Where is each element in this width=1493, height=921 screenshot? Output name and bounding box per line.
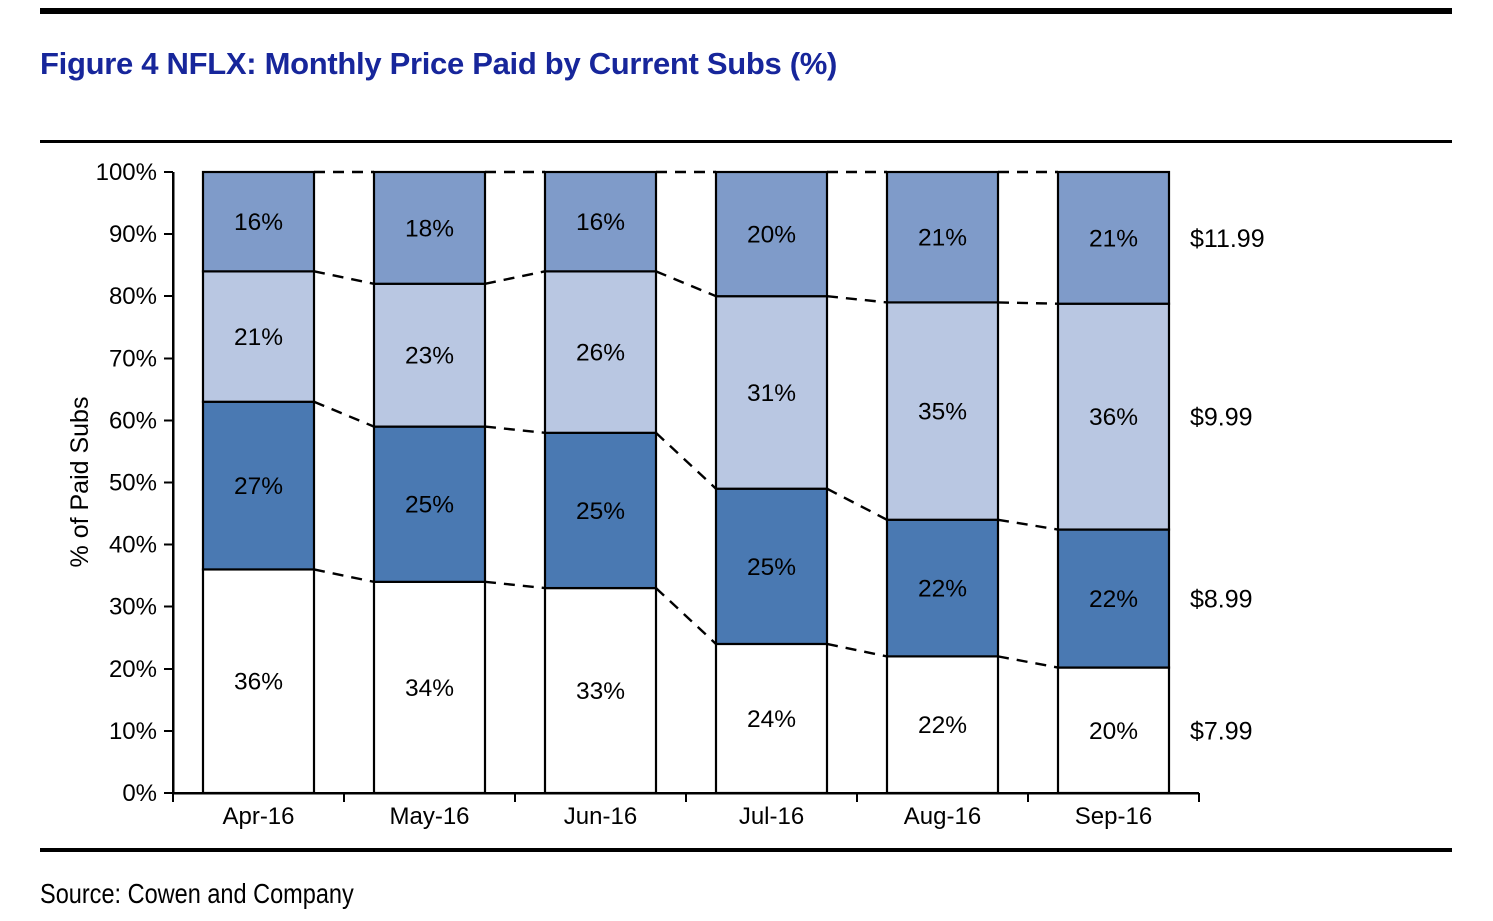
x-category-label: Jul-16 — [739, 803, 804, 830]
x-category-label: Sep-16 — [1075, 803, 1152, 830]
price-tier-label: $11.99 — [1190, 225, 1265, 253]
x-category-label: Aug-16 — [904, 803, 981, 830]
y-tick-label: 40% — [109, 532, 157, 559]
title-divider — [40, 140, 1452, 143]
y-axis-title: % of Paid Subs — [66, 397, 94, 568]
bar-segment-label: 25% — [576, 498, 625, 525]
bar-segment-label: 21% — [918, 225, 967, 252]
bar-segment-Jun-16-$11.99 — [543, 170, 658, 273]
bar-segment-label: 36% — [1089, 404, 1138, 431]
bar-segment-May-16-$9.99 — [372, 282, 487, 428]
segment-connector-dashed-line — [655, 270, 717, 298]
y-tick-label: 20% — [109, 656, 157, 683]
segment-connector-dashed-line — [826, 295, 888, 304]
segment-connector-dashed-line — [655, 587, 717, 645]
bottom-divider — [40, 848, 1452, 852]
segment-connector-dashed-line — [997, 655, 1059, 669]
bar-segment-Sep-16-$11.99 — [1056, 170, 1171, 305]
figure-title: Figure 4 NFLX: Monthly Price Paid by Cur… — [40, 46, 838, 81]
y-tick-label: 30% — [109, 594, 157, 621]
bar-segment-Sep-16-$9.99 — [1056, 302, 1171, 531]
segment-connector-dashed-line — [484, 270, 546, 285]
bar-segment-Aug-16-$7.99 — [885, 655, 1000, 795]
y-tick-label: 70% — [109, 345, 157, 372]
bar-segment-Aug-16-$9.99 — [885, 301, 1000, 521]
y-tick-label: 0% — [122, 780, 157, 807]
bar-segment-Sep-16-$7.99 — [1056, 666, 1171, 795]
bar-segment-Apr-16-$11.99 — [201, 170, 316, 273]
bar-segment-label: 24% — [747, 706, 796, 733]
bar-segment-May-16-$11.99 — [372, 170, 487, 285]
x-category-label: Apr-16 — [222, 803, 294, 830]
bar-segment-Aug-16-$8.99 — [885, 518, 1000, 658]
bar-segment-Jul-16-$9.99 — [714, 295, 829, 490]
bar-segment-Jun-16-$8.99 — [543, 431, 658, 590]
x-category-label: Jun-16 — [564, 803, 637, 830]
y-tick-label: 50% — [109, 470, 157, 497]
bar-segment-label: 20% — [747, 222, 796, 249]
segment-connector-dashed-line — [313, 568, 375, 584]
bar-segment-Jun-16-$9.99 — [543, 270, 658, 434]
y-tick-label: 60% — [109, 407, 157, 434]
bar-segment-label: 20% — [1089, 718, 1138, 745]
bar-segment-label: 25% — [405, 492, 454, 519]
bar-segment-label: 36% — [234, 669, 283, 696]
bar-segment-Jul-16-$11.99 — [714, 170, 829, 298]
price-tier-label: $7.99 — [1190, 717, 1253, 745]
y-tick-label: 100% — [96, 159, 157, 186]
bar-segment-label: 21% — [1089, 225, 1138, 252]
bar-segment-label: 26% — [576, 340, 625, 367]
y-tick-label: 10% — [109, 718, 157, 745]
source-note: Source: Cowen and Company — [40, 878, 354, 909]
segment-connector-dashed-line — [826, 487, 888, 521]
segment-connector-dashed-line — [826, 642, 888, 658]
bar-segment-Jul-16-$8.99 — [714, 487, 829, 646]
x-category-label: May-16 — [389, 803, 469, 830]
segment-connector-dashed-line — [484, 425, 546, 435]
bar-segment-label: 22% — [918, 712, 967, 739]
bar-segment-May-16-$8.99 — [372, 425, 487, 583]
bar-segment-label: 33% — [576, 678, 625, 705]
bar-segment-label: 22% — [918, 576, 967, 603]
segment-connector-dashed-line — [997, 301, 1059, 305]
bar-segment-Jul-16-$7.99 — [714, 642, 829, 795]
price-tier-label: $9.99 — [1190, 404, 1253, 432]
y-tick-label: 80% — [109, 283, 157, 310]
bar-segment-label: 35% — [918, 399, 967, 426]
bar-segment-label: 18% — [405, 215, 454, 242]
bar-segment-label: 23% — [405, 343, 454, 370]
bar-segment-May-16-$7.99 — [372, 580, 487, 795]
bar-segment-label: 27% — [234, 473, 283, 500]
segment-connector-dashed-line — [313, 270, 375, 285]
bar-segment-Aug-16-$11.99 — [885, 170, 1000, 304]
price-tier-label: $8.99 — [1190, 586, 1253, 614]
bar-segment-Apr-16-$8.99 — [201, 400, 316, 571]
segment-connector-dashed-line — [997, 518, 1059, 531]
bar-segment-Apr-16-$9.99 — [201, 270, 316, 403]
segment-connector-dashed-line — [313, 400, 375, 428]
bar-segment-label: 16% — [234, 209, 283, 236]
segment-connector-dashed-line — [484, 580, 546, 590]
bar-segment-label: 34% — [405, 675, 454, 702]
bar-segment-label: 22% — [1089, 586, 1138, 613]
bar-segment-label: 25% — [747, 554, 796, 581]
top-divider — [40, 8, 1452, 14]
bar-segment-label: 21% — [234, 324, 283, 351]
y-tick-label: 90% — [109, 221, 157, 248]
segment-connector-dashed-line — [655, 431, 717, 490]
bar-segment-Sep-16-$8.99 — [1056, 528, 1171, 669]
bar-segment-label: 31% — [747, 380, 796, 407]
bar-segment-label: 16% — [576, 209, 625, 236]
